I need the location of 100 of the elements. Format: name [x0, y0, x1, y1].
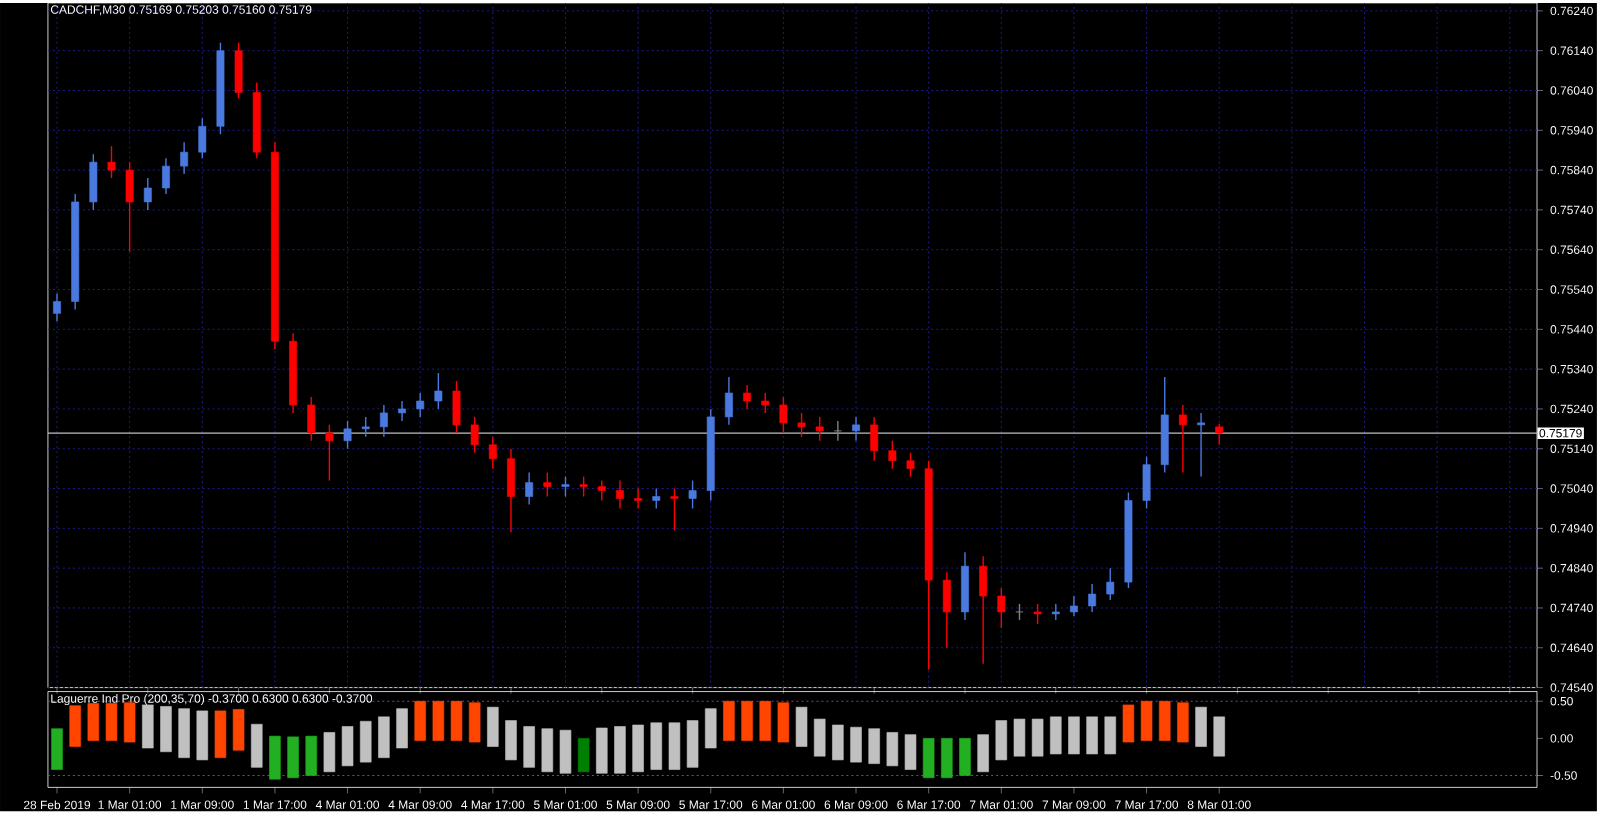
candlestick — [307, 396, 316, 442]
bar — [1177, 702, 1189, 743]
bar — [668, 722, 681, 770]
bar — [178, 708, 190, 759]
bar — [414, 700, 426, 741]
candlestick — [961, 551, 969, 621]
bar — [269, 735, 281, 780]
bar — [1013, 718, 1026, 757]
candlestick — [1142, 456, 1151, 510]
candlestick — [361, 416, 370, 438]
candlestick — [198, 117, 207, 159]
bar — [232, 709, 245, 751]
bar — [450, 700, 463, 741]
bar — [142, 704, 154, 749]
bar — [868, 728, 880, 764]
candlestick — [180, 141, 189, 175]
candlestick — [1033, 603, 1042, 625]
bar — [1122, 704, 1135, 743]
bar — [959, 738, 971, 776]
bar — [850, 726, 862, 763]
bar — [886, 732, 899, 767]
bar — [614, 726, 626, 774]
candlestick — [906, 452, 915, 478]
bar — [1140, 700, 1153, 741]
bar — [251, 724, 263, 768]
bar — [1031, 718, 1044, 757]
bar — [214, 710, 227, 759]
bar — [323, 732, 336, 773]
bar — [359, 721, 372, 763]
bar — [596, 727, 608, 774]
bar — [505, 720, 517, 761]
bar — [723, 700, 735, 741]
bar — [196, 710, 209, 761]
bar — [305, 735, 317, 776]
bar — [1050, 716, 1062, 755]
candlestick — [1215, 423, 1224, 446]
bar — [1158, 700, 1171, 741]
bar — [287, 736, 299, 779]
bar — [69, 705, 81, 747]
candlestick — [1088, 583, 1097, 613]
bar — [922, 738, 935, 779]
candlestick — [979, 555, 988, 665]
bar — [577, 738, 590, 773]
candlestick — [1197, 412, 1205, 478]
bar — [1195, 706, 1207, 747]
bar — [977, 734, 989, 773]
candlestick — [1106, 567, 1115, 601]
bar — [795, 706, 808, 747]
candlestick — [416, 392, 425, 418]
candlestick — [670, 487, 679, 532]
bar — [341, 726, 354, 767]
candlestick — [398, 400, 406, 422]
bar — [396, 708, 408, 749]
candlestick — [761, 392, 770, 414]
candlestick — [616, 479, 624, 510]
candlestick — [634, 487, 643, 510]
bar — [541, 728, 554, 773]
candlestick — [325, 424, 334, 482]
candlestick — [89, 153, 98, 211]
candlestick — [652, 487, 661, 510]
candlestick — [997, 587, 1006, 629]
candlestick — [525, 471, 534, 506]
bar — [160, 706, 172, 753]
candlestick — [779, 396, 788, 434]
bar — [468, 702, 481, 743]
candlestick — [870, 416, 879, 462]
bar — [378, 716, 390, 759]
candlestick — [125, 161, 134, 253]
candlestick — [488, 436, 497, 470]
candlestick — [561, 475, 570, 498]
candlestick — [688, 479, 697, 510]
candlestick — [543, 471, 552, 498]
bar — [1068, 716, 1080, 755]
bar — [686, 720, 699, 768]
candlestick — [888, 440, 897, 470]
candlestick — [597, 479, 606, 502]
candlestick — [162, 157, 170, 195]
bar — [559, 729, 572, 774]
bar — [813, 718, 826, 757]
candlestick — [797, 412, 806, 438]
candlestick — [107, 145, 116, 179]
bar — [105, 703, 118, 741]
candlestick — [852, 416, 860, 442]
bar — [1086, 716, 1098, 755]
candlestick — [1070, 595, 1078, 617]
bar — [650, 722, 663, 770]
candlestick — [379, 404, 388, 438]
candlestick — [53, 292, 61, 323]
candlestick — [507, 448, 515, 534]
bar — [51, 728, 63, 770]
bar — [777, 702, 790, 743]
bar — [904, 734, 917, 770]
bar — [432, 700, 445, 741]
candlestick — [434, 372, 443, 410]
candlestick — [579, 475, 588, 498]
candlestick — [143, 177, 152, 211]
candlestick — [724, 376, 733, 426]
bar — [523, 726, 535, 768]
candlestick — [743, 384, 752, 410]
candlestick — [452, 380, 461, 434]
